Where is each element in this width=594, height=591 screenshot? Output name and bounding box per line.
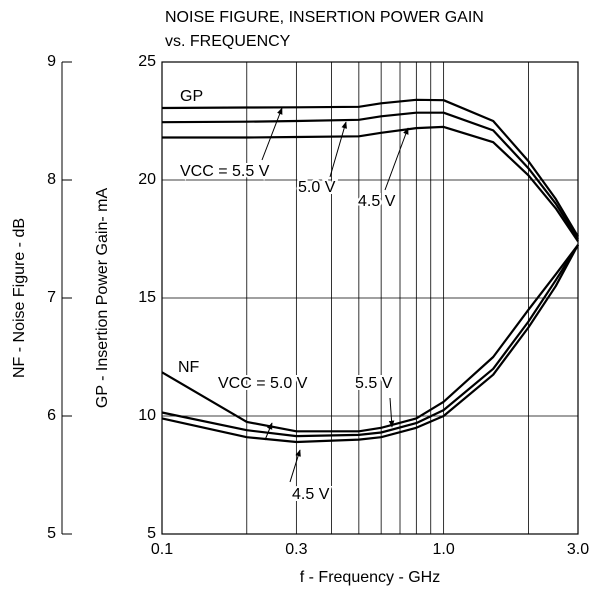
- annotation-arrow: [329, 121, 347, 178]
- data-line: [161, 111, 579, 240]
- y-axis-label: GP - Insertion Power Gain- mA: [94, 188, 111, 409]
- y-tick-label: 15: [138, 289, 156, 306]
- annotation-arrow: [261, 107, 283, 161]
- annotation: 4.5 V: [358, 193, 396, 210]
- chart-title: vs. FREQUENCY: [165, 33, 291, 50]
- annotation: 5.5 V: [355, 375, 393, 392]
- annotation-arrow: [289, 449, 301, 483]
- annotation: NF: [178, 359, 200, 376]
- data-line: [161, 244, 579, 444]
- x-tick-label: 1.0: [433, 541, 455, 558]
- annotation: 5.0 V: [298, 179, 336, 196]
- y2-tick-label: 8: [47, 171, 56, 188]
- annotation-arrow: [384, 127, 409, 191]
- annotation: VCC = 5.0 V: [218, 375, 308, 392]
- y2-tick-label: 5: [47, 525, 56, 542]
- annotation: GP: [180, 88, 203, 105]
- x-tick-label: 0.1: [151, 541, 173, 558]
- y-tick-label: 10: [138, 407, 156, 424]
- x-tick-label: 3.0: [567, 541, 589, 558]
- annotation-arrow: [388, 397, 395, 428]
- data-line: [161, 244, 579, 438]
- y2-axis-label: NF - Noise Figure - dB: [11, 218, 28, 378]
- chart-title: NOISE FIGURE, INSERTION POWER GAIN: [165, 9, 484, 26]
- y2-tick-label: 9: [47, 53, 56, 70]
- y-tick-label: 25: [138, 53, 156, 70]
- y2-tick-label: 6: [47, 407, 56, 424]
- y2-tick-label: 7: [47, 289, 56, 306]
- x-axis-label: f - Frequency - GHz: [300, 569, 440, 586]
- annotation-arrow: [264, 422, 273, 441]
- annotation: VCC = 5.5 V: [180, 163, 270, 180]
- data-line: [162, 125, 579, 243]
- y-tick-label: 20: [138, 171, 156, 188]
- annotation: 4.5 V: [292, 486, 330, 503]
- y-tick-label: 5: [147, 525, 156, 542]
- data-line: [161, 244, 579, 433]
- x-tick-label: 0.3: [285, 541, 307, 558]
